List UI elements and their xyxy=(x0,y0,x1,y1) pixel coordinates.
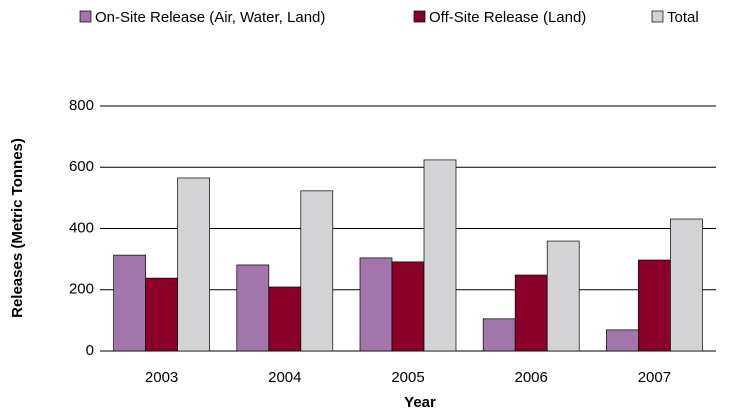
x-tick-label: 2004 xyxy=(268,369,301,386)
legend-label: Total xyxy=(667,9,699,26)
bar xyxy=(113,254,146,352)
legend-swatch xyxy=(651,10,664,23)
x-tick-label: 2006 xyxy=(515,369,548,386)
bar xyxy=(670,218,703,352)
y-tick-label: 0 xyxy=(86,342,94,359)
bar xyxy=(606,329,639,352)
legend-swatch xyxy=(413,10,426,23)
y-axis-title: Releases (Metric Tonnes) xyxy=(9,138,26,318)
bar xyxy=(638,259,671,352)
x-axis-title: Year xyxy=(404,394,436,411)
legend-label: Off-Site Release (Land) xyxy=(429,9,586,26)
bar xyxy=(300,190,334,352)
bar xyxy=(482,318,516,352)
y-tick-label: 800 xyxy=(69,97,94,114)
x-tick-label: 2003 xyxy=(145,369,178,386)
bar xyxy=(145,277,178,352)
bar xyxy=(423,159,457,352)
x-tick-label: 2005 xyxy=(391,369,424,386)
bar xyxy=(359,257,393,352)
y-tick-label: 600 xyxy=(69,158,94,175)
bar xyxy=(546,240,580,352)
bar xyxy=(177,177,210,352)
bar xyxy=(391,261,425,352)
bar xyxy=(236,264,270,352)
x-tick-label: 2007 xyxy=(638,369,671,386)
bar xyxy=(268,286,302,352)
legend-swatch xyxy=(79,10,92,23)
y-tick-label: 200 xyxy=(69,281,94,298)
y-tick-label: 400 xyxy=(69,219,94,236)
legend-label: On-Site Release (Air, Water, Land) xyxy=(95,9,325,26)
bar xyxy=(514,274,548,352)
